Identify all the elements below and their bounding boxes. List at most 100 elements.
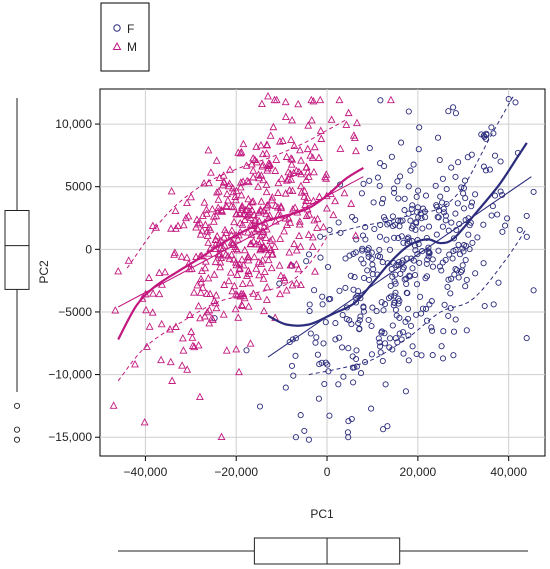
point-m: [212, 188, 221, 196]
point-m: [302, 163, 311, 171]
point-f: [530, 287, 537, 294]
point-m: [246, 239, 255, 248]
point-m: [244, 177, 253, 186]
point-m: [196, 288, 205, 296]
point-m: [171, 206, 180, 214]
point-f: [466, 246, 473, 253]
point-m: [268, 193, 277, 201]
point-f: [416, 259, 423, 266]
point-m: [243, 211, 251, 220]
point-m: [243, 176, 252, 185]
point-f: [449, 255, 456, 262]
point-f: [354, 292, 361, 299]
point-m: [260, 267, 269, 276]
y-box-body: [4, 209, 30, 290]
point-m: [335, 95, 344, 104]
point-m: [195, 392, 204, 400]
point-m: [271, 166, 280, 174]
point-m: [347, 199, 356, 207]
point-m: [304, 121, 313, 129]
point-m: [237, 203, 246, 211]
point-m: [281, 97, 290, 106]
point-f: [452, 210, 459, 217]
x-tick-label: 0: [324, 465, 331, 479]
point-m: [308, 232, 317, 241]
point-f: [387, 282, 394, 289]
point-m: [224, 181, 233, 190]
point-m: [316, 95, 325, 104]
point-m: [241, 205, 250, 214]
point-f: [405, 183, 412, 190]
point-f: [434, 213, 441, 221]
point-m: [287, 261, 296, 269]
point-f: [326, 226, 333, 234]
point-f: [402, 388, 409, 395]
point-f: [386, 335, 394, 342]
point-m: [344, 108, 353, 117]
point-f: [412, 247, 419, 254]
point-f: [315, 395, 322, 402]
point-m: [264, 200, 273, 209]
point-f: [396, 297, 403, 304]
point-m: [285, 186, 294, 194]
point-m: [234, 148, 243, 156]
point-m: [206, 289, 215, 298]
point-m: [233, 270, 242, 278]
point-m: [290, 141, 299, 150]
point-f: [358, 190, 365, 197]
y-tick-label: 0: [85, 242, 92, 256]
point-m: [149, 289, 157, 297]
point-f: [303, 258, 310, 265]
point-m: [214, 187, 223, 195]
point-m: [131, 359, 139, 368]
point-f: [407, 322, 415, 329]
point-m: [258, 256, 267, 264]
point-f: [436, 263, 443, 270]
point-m: [202, 205, 211, 213]
point-m: [267, 263, 276, 272]
point-m: [167, 224, 175, 232]
point-m: [340, 188, 349, 197]
point-f: [392, 271, 399, 278]
point-f: [368, 405, 375, 412]
point-f: [344, 429, 351, 436]
point-f: [389, 222, 396, 230]
point-m: [282, 176, 291, 184]
point-m: [145, 273, 153, 281]
point-m: [295, 217, 304, 225]
point-m: [276, 271, 285, 279]
plot-frame: [99, 88, 546, 457]
point-m: [286, 218, 295, 226]
point-f: [332, 336, 339, 343]
point-m: [228, 240, 237, 248]
point-f: [368, 249, 375, 256]
point-m: [249, 154, 258, 162]
point-m: [182, 253, 191, 261]
point-f: [491, 152, 499, 159]
point-f: [353, 347, 360, 354]
point-m: [240, 215, 249, 223]
point-f: [322, 319, 329, 326]
legend-label-m: M: [127, 40, 137, 54]
point-m: [239, 289, 248, 298]
point-m: [188, 333, 197, 341]
x-tick-label: 20,000: [400, 465, 437, 479]
point-f: [376, 339, 383, 346]
y-tick-label: 5000: [65, 180, 92, 194]
point-m: [204, 178, 213, 187]
point-m: [142, 342, 151, 350]
point-f: [455, 159, 462, 166]
point-f: [307, 330, 314, 337]
point-f: [416, 124, 423, 131]
point-m: [249, 173, 258, 181]
point-m: [220, 241, 229, 249]
point-m: [249, 237, 258, 245]
point-m: [262, 149, 271, 157]
point-m: [304, 172, 313, 180]
point-f: [472, 270, 479, 277]
point-f: [429, 256, 436, 263]
point-f: [365, 316, 372, 324]
point-f: [395, 235, 402, 242]
smooth-fit-f: [267, 142, 528, 327]
point-f: [462, 283, 469, 290]
